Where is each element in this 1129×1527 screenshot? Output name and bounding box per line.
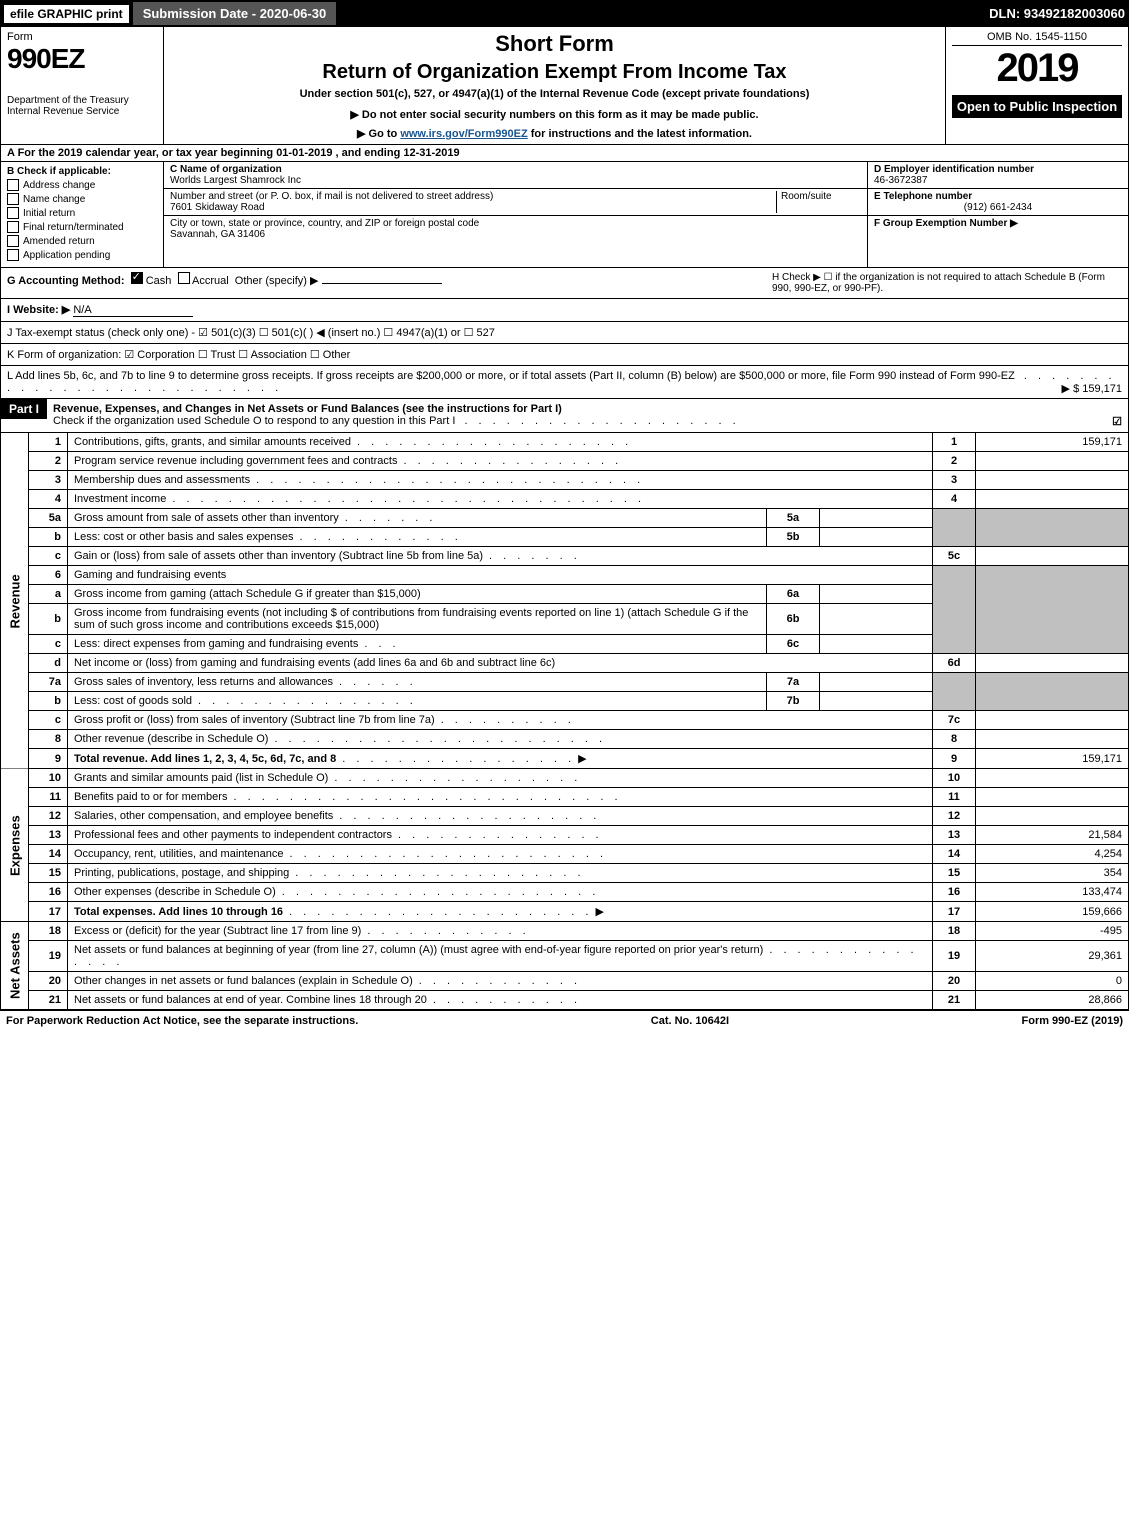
form-header-right: OMB No. 1545-1150 2019 Open to Public In… <box>946 27 1128 144</box>
checkbox-icon <box>178 272 190 284</box>
room-suite-label: Room/suite <box>776 191 861 213</box>
section-b: B Check if applicable: Address change Na… <box>1 162 164 267</box>
ein-value: 46-3672387 <box>874 175 1122 186</box>
form-header-mid: Short Form Return of Organization Exempt… <box>164 27 946 144</box>
dln: DLN: 93492182003060 <box>989 6 1125 21</box>
form-header: Form 990EZ Department of the Treasury In… <box>0 27 1129 145</box>
street-value: 7601 Skidaway Road <box>170 202 776 213</box>
checkbox-icon <box>7 179 19 191</box>
city-label: City or town, state or province, country… <box>170 218 861 229</box>
org-info-grid: B Check if applicable: Address change Na… <box>0 162 1129 268</box>
short-form-title: Short Form <box>170 31 939 57</box>
row-gh: G Accounting Method: Cash Accrual Other … <box>0 268 1129 299</box>
side-expenses: Expenses <box>1 769 29 922</box>
goto-link[interactable]: www.irs.gov/Form990EZ <box>400 128 527 140</box>
chk-address-change[interactable]: Address change <box>7 179 157 191</box>
checkbox-checked-icon <box>131 272 143 284</box>
goto-post: for instructions and the latest informat… <box>531 128 752 140</box>
form-label: Form <box>7 31 157 43</box>
section-j: J Tax-exempt status (check only one) - ☑… <box>0 322 1129 344</box>
submission-date: Submission Date - 2020-06-30 <box>133 2 337 25</box>
irs-line: Internal Revenue Service <box>7 106 157 117</box>
chk-name-change[interactable]: Name change <box>7 193 157 205</box>
chk-initial-return[interactable]: Initial return <box>7 207 157 219</box>
do-not-enter-notice: ▶ Do not enter social security numbers o… <box>170 108 939 121</box>
side-netassets: Net Assets <box>1 922 29 1010</box>
footer: For Paperwork Reduction Act Notice, see … <box>0 1010 1129 1031</box>
section-i: I Website: ▶ N/A <box>0 299 1129 322</box>
footer-right: Form 990-EZ (2019) <box>1022 1015 1123 1027</box>
name-label: C Name of organization <box>170 164 861 175</box>
side-revenue: Revenue <box>1 433 29 769</box>
tax-year: 2019 <box>952 46 1122 91</box>
dept-treasury: Department of the Treasury <box>7 95 157 106</box>
chk-application-pending[interactable]: Application pending <box>7 249 157 261</box>
street-label: Number and street (or P. O. box, if mail… <box>170 191 776 202</box>
omb-number: OMB No. 1545-1150 <box>952 31 1122 46</box>
goto-pre: ▶ Go to <box>357 128 400 140</box>
phone-value: (912) 661-2434 <box>874 202 1122 213</box>
top-bar-left: efile GRAPHIC print Submission Date - 20… <box>4 2 336 25</box>
group-exemption-label: F Group Exemption Number ▶ <box>874 218 1122 229</box>
ein-label: D Employer identification number <box>874 164 1122 175</box>
section-g: G Accounting Method: Cash Accrual Other … <box>7 272 442 294</box>
part1-checked: ☑ <box>1112 415 1122 428</box>
section-def: D Employer identification number 46-3672… <box>868 162 1128 267</box>
section-h: H Check ▶ ☐ if the organization is not r… <box>772 272 1122 294</box>
efile-print-button[interactable]: efile GRAPHIC print <box>4 5 129 23</box>
checkbox-icon <box>7 235 19 247</box>
footer-mid: Cat. No. 10642I <box>651 1015 729 1027</box>
open-to-public: Open to Public Inspection <box>952 95 1122 118</box>
part1-title: Revenue, Expenses, and Changes in Net As… <box>47 399 1128 432</box>
checkbox-icon <box>7 249 19 261</box>
goto-line: ▶ Go to www.irs.gov/Form990EZ for instru… <box>170 127 939 140</box>
lines-table-main: Revenue 1Contributions, gifts, grants, a… <box>0 433 1129 1010</box>
subtitle: Under section 501(c), 527, or 4947(a)(1)… <box>170 88 939 100</box>
phone-label: E Telephone number <box>874 191 1122 202</box>
section-c: C Name of organization Worlds Largest Sh… <box>164 162 868 267</box>
org-name: Worlds Largest Shamrock Inc <box>170 175 861 186</box>
checkbox-icon <box>7 193 19 205</box>
form-header-left: Form 990EZ Department of the Treasury In… <box>1 27 164 144</box>
form-number: 990EZ <box>7 43 157 75</box>
website-value: N/A <box>73 304 193 317</box>
chk-amended-return[interactable]: Amended return <box>7 235 157 247</box>
top-bar: efile GRAPHIC print Submission Date - 20… <box>0 0 1129 27</box>
section-l: L Add lines 5b, 6c, and 7b to line 9 to … <box>0 366 1129 399</box>
checkbox-icon <box>7 207 19 219</box>
section-b-label: B Check if applicable: <box>7 166 157 177</box>
section-k: K Form of organization: ☑ Corporation ☐ … <box>0 344 1129 366</box>
chk-final-return[interactable]: Final return/terminated <box>7 221 157 233</box>
part1-header-row: Part I Revenue, Expenses, and Changes in… <box>0 399 1129 433</box>
city-value: Savannah, GA 31406 <box>170 229 861 240</box>
return-title: Return of Organization Exempt From Incom… <box>170 61 939 84</box>
part1-label: Part I <box>1 399 47 419</box>
footer-left: For Paperwork Reduction Act Notice, see … <box>6 1015 358 1027</box>
tax-year-row: A For the 2019 calendar year, or tax yea… <box>0 145 1129 162</box>
checkbox-icon <box>7 221 19 233</box>
